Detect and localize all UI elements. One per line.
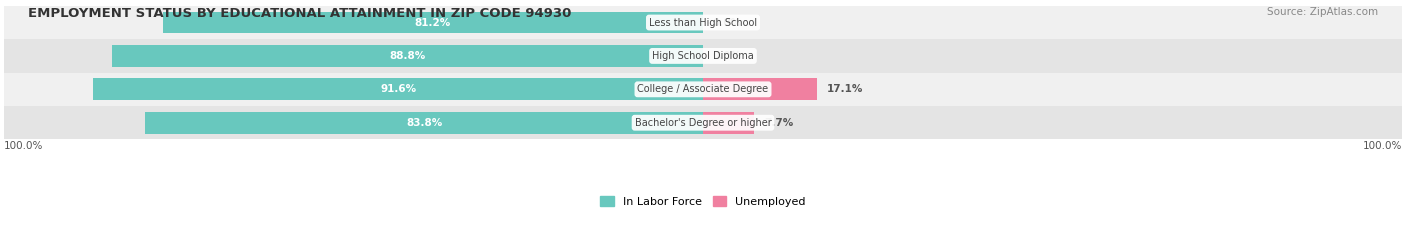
Bar [4,6,1402,39]
Bar [703,112,754,134]
Text: 0.0%: 0.0% [713,51,742,61]
Text: 7.7%: 7.7% [765,118,793,128]
Text: 91.6%: 91.6% [380,84,416,94]
Text: College / Associate Degree: College / Associate Degree [637,84,769,94]
Bar [93,79,703,100]
Text: High School Diploma: High School Diploma [652,51,754,61]
Text: 100.0%: 100.0% [4,141,44,151]
Text: Less than High School: Less than High School [650,17,756,27]
Text: Bachelor's Degree or higher: Bachelor's Degree or higher [634,118,772,128]
Legend: In Labor Force, Unemployed: In Labor Force, Unemployed [600,196,806,207]
Bar [4,106,1402,139]
Text: 100.0%: 100.0% [1362,141,1402,151]
Text: 0.0%: 0.0% [713,17,742,27]
Text: Source: ZipAtlas.com: Source: ZipAtlas.com [1267,7,1378,17]
Text: 81.2%: 81.2% [415,17,451,27]
Text: 17.1%: 17.1% [827,84,863,94]
Bar [112,45,703,67]
Bar [4,39,1402,73]
Bar [703,79,817,100]
Bar [4,73,1402,106]
Bar [145,112,703,134]
Text: 83.8%: 83.8% [406,118,443,128]
Bar [163,12,703,33]
Text: EMPLOYMENT STATUS BY EDUCATIONAL ATTAINMENT IN ZIP CODE 94930: EMPLOYMENT STATUS BY EDUCATIONAL ATTAINM… [28,7,571,20]
Text: 88.8%: 88.8% [389,51,426,61]
